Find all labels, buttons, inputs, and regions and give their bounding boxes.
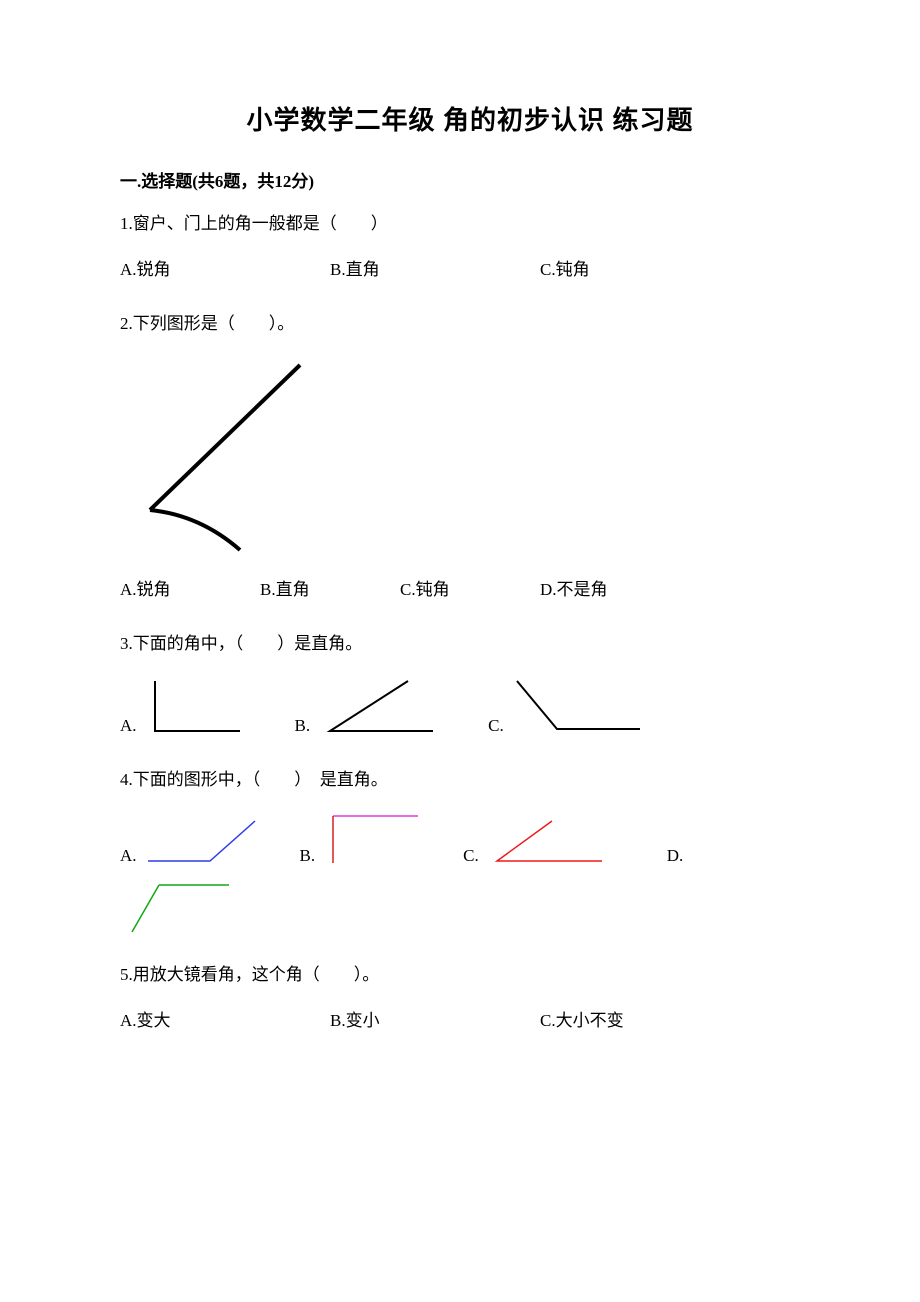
- q2-figure: [130, 355, 820, 555]
- q5-opt-b: B.变小: [330, 1006, 540, 1031]
- q1-opt-c: C.钝角: [540, 255, 590, 280]
- q3-opt-a-label: A.: [120, 716, 137, 736]
- q1-opt-a: A.锐角: [120, 255, 330, 280]
- q3-opt-c-label: C.: [488, 716, 504, 736]
- q1-options: A.锐角 B.直角 C.钝角: [120, 255, 820, 280]
- q3-text: 3.下面的角中，（ ）是直角。: [120, 630, 820, 657]
- q2-opt-c: C.钝角: [400, 575, 540, 600]
- q3-fig-c: [512, 676, 642, 736]
- q5-opt-a: A.变大: [120, 1006, 330, 1031]
- q4-opt-c-label: C.: [463, 846, 479, 866]
- q5-text: 5.用放大镜看角，这个角（ ）。: [120, 961, 820, 988]
- q3-fig-a: [145, 676, 245, 736]
- q4-fig-d-wrap: [124, 880, 820, 935]
- q4-fig-b: [323, 811, 423, 866]
- q4-fig-d: [124, 880, 234, 935]
- q3-fig-b: [318, 676, 438, 736]
- q4-opt-a-label: A.: [120, 846, 137, 866]
- q2-opt-a: A.锐角: [120, 575, 260, 600]
- q4-options-row1: A. B. C. D.: [120, 811, 820, 866]
- q1-text: 1.窗户、门上的角一般都是（ ）: [120, 210, 820, 237]
- section-heading: 一.选择题(共6题，共12分): [120, 167, 820, 192]
- q1-opt-b: B.直角: [330, 255, 540, 280]
- q4-opt-d-label: D.: [667, 846, 684, 866]
- q5-options: A.变大 B.变小 C.大小不变: [120, 1006, 820, 1031]
- q4-fig-a: [145, 816, 260, 866]
- q2-opt-d: D.不是角: [540, 575, 608, 600]
- q2-options: A.锐角 B.直角 C.钝角 D.不是角: [120, 575, 820, 600]
- q2-text: 2.下列图形是（ ）。: [120, 310, 820, 337]
- q5-opt-c: C.大小不变: [540, 1006, 624, 1031]
- q3-opt-b-label: B.: [295, 716, 311, 736]
- q3-options: A. B. C.: [120, 676, 820, 736]
- page-title: 小学数学二年级 角的初步认识 练习题: [120, 100, 820, 137]
- q4-fig-c: [487, 816, 607, 866]
- q4-opt-b-label: B.: [300, 846, 316, 866]
- q4-text: 4.下面的图形中，（ ） 是直角。: [120, 766, 820, 793]
- q2-opt-b: B.直角: [260, 575, 400, 600]
